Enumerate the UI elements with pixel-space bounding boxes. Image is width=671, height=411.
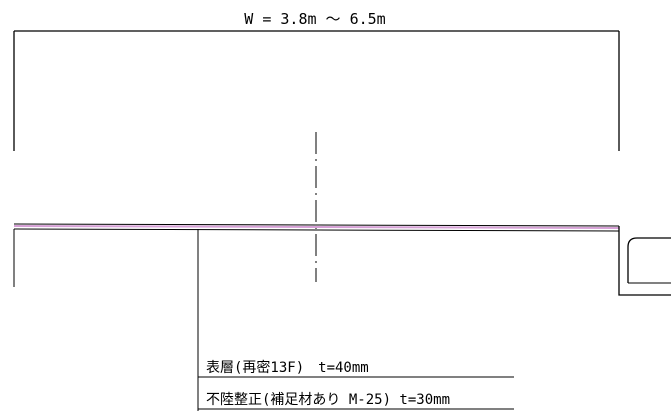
layer-callout: 表層(再密13F) t=40mm 不陸整正(補足材あり M-25) t=30mm [197, 229, 514, 411]
pavement-surface-layer [13, 225, 620, 229]
leveling-layer-note: 不陸整正(補足材あり M-25) t=30mm [206, 392, 450, 408]
pavement-top-edge [13, 223, 620, 227]
surface-layer-note: 表層(再密13F) t=40mm [206, 359, 369, 376]
side-ditch-outer [618, 226, 671, 296]
width-dimension: W = 3.8m ～ 6.5m [13, 10, 620, 151]
width-dimension-label: W = 3.8m ～ 6.5m [244, 10, 385, 28]
pavement-section [13, 223, 620, 287]
side-ditch-inner [627, 237, 671, 283]
pavement-bottom-edge [13, 228, 620, 232]
side-ditch [618, 226, 671, 296]
